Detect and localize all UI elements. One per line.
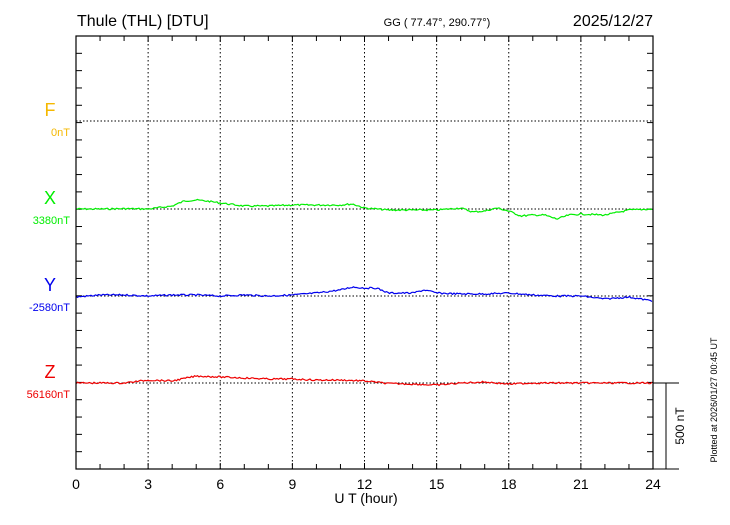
trace-y [75,286,653,303]
x-tick-label: 24 [645,476,661,492]
x-tick-label: 6 [216,476,224,492]
component-name-y: Y [44,275,56,295]
plot-frame [75,35,654,470]
component-name-z: Z [45,362,56,382]
plot-date: 2025/12/27 [573,13,653,30]
x-tick-label: 3 [144,476,152,492]
traces [75,198,653,387]
baseline-label-f: 0nT [51,127,70,139]
geo-coordinates: GG ( 77.47°, 290.77°) [384,17,491,29]
component-labels: F 0nT X 3380nT Y -2580nT Z 56160nT [27,100,71,401]
plotted-at-note: Plotted at 2026/01/27 00:45 UT [709,337,719,463]
scale-bar: 500 nT [653,382,687,470]
x-tick-label: 15 [429,476,445,492]
grid [75,35,654,470]
x-tick-labels: 0 3 6 9 12 15 18 21 24 [72,476,661,492]
baseline-label-z: 56160nT [27,389,71,401]
x-tick-label: 9 [288,476,296,492]
x-tick-label: 12 [357,476,373,492]
x-tick-label: 18 [501,476,517,492]
baseline-label-y: -2580nT [29,302,70,314]
baseline-label-x: 3380nT [33,215,71,227]
trace-z [75,374,653,387]
component-name-f: F [45,100,56,120]
scale-label: 500 nT [673,407,687,445]
trace-x [75,198,653,220]
station-title: Thule (THL) [DTU] [77,13,209,30]
x-tick-label: 0 [72,476,80,492]
x-axis-label: U T (hour) [334,490,397,506]
x-tick-label: 21 [573,476,589,492]
component-name-x: X [44,188,56,208]
